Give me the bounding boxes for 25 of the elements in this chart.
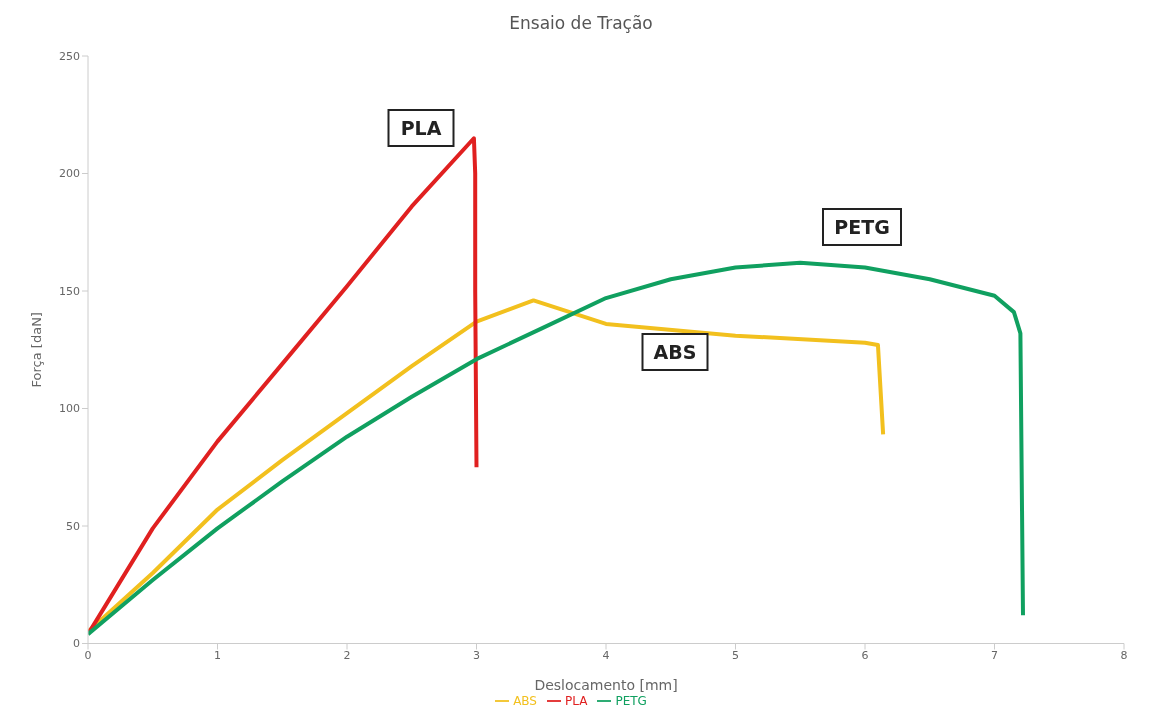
legend-label: PLA	[565, 693, 588, 708]
annotation: PLA	[400, 117, 442, 139]
x-tick-label: 1	[214, 649, 221, 663]
x-tick-label: 6	[861, 649, 869, 663]
y-axis-title: Força [daN]	[28, 312, 44, 388]
x-tick-label: 0	[84, 649, 92, 663]
y-tick-label: 100	[59, 402, 80, 416]
y-tick-label: 0	[73, 637, 80, 651]
x-tick-label: 3	[473, 649, 480, 663]
x-tick-label: 5	[732, 649, 739, 663]
chart-title: Ensaio de Tração	[508, 12, 654, 35]
y-tick-label: 50	[66, 519, 80, 533]
annotation: PETG	[834, 216, 890, 238]
y-tick-label: 250	[59, 49, 80, 63]
y-tick-label: 200	[59, 167, 80, 181]
line-series	[88, 260, 1025, 637]
annotation: ABS	[653, 341, 697, 363]
legend-label: PETG	[615, 693, 647, 708]
legend-label: ABS	[513, 693, 537, 708]
y-tick-label: 150	[59, 284, 80, 298]
x-tick-label: 4	[602, 649, 610, 663]
x-tick-label: 7	[991, 649, 998, 663]
x-tick-label: 2	[343, 649, 351, 663]
x-tick-label: 8	[1120, 649, 1128, 663]
x-axis-title: Deslocamento [mm]	[534, 676, 678, 693]
